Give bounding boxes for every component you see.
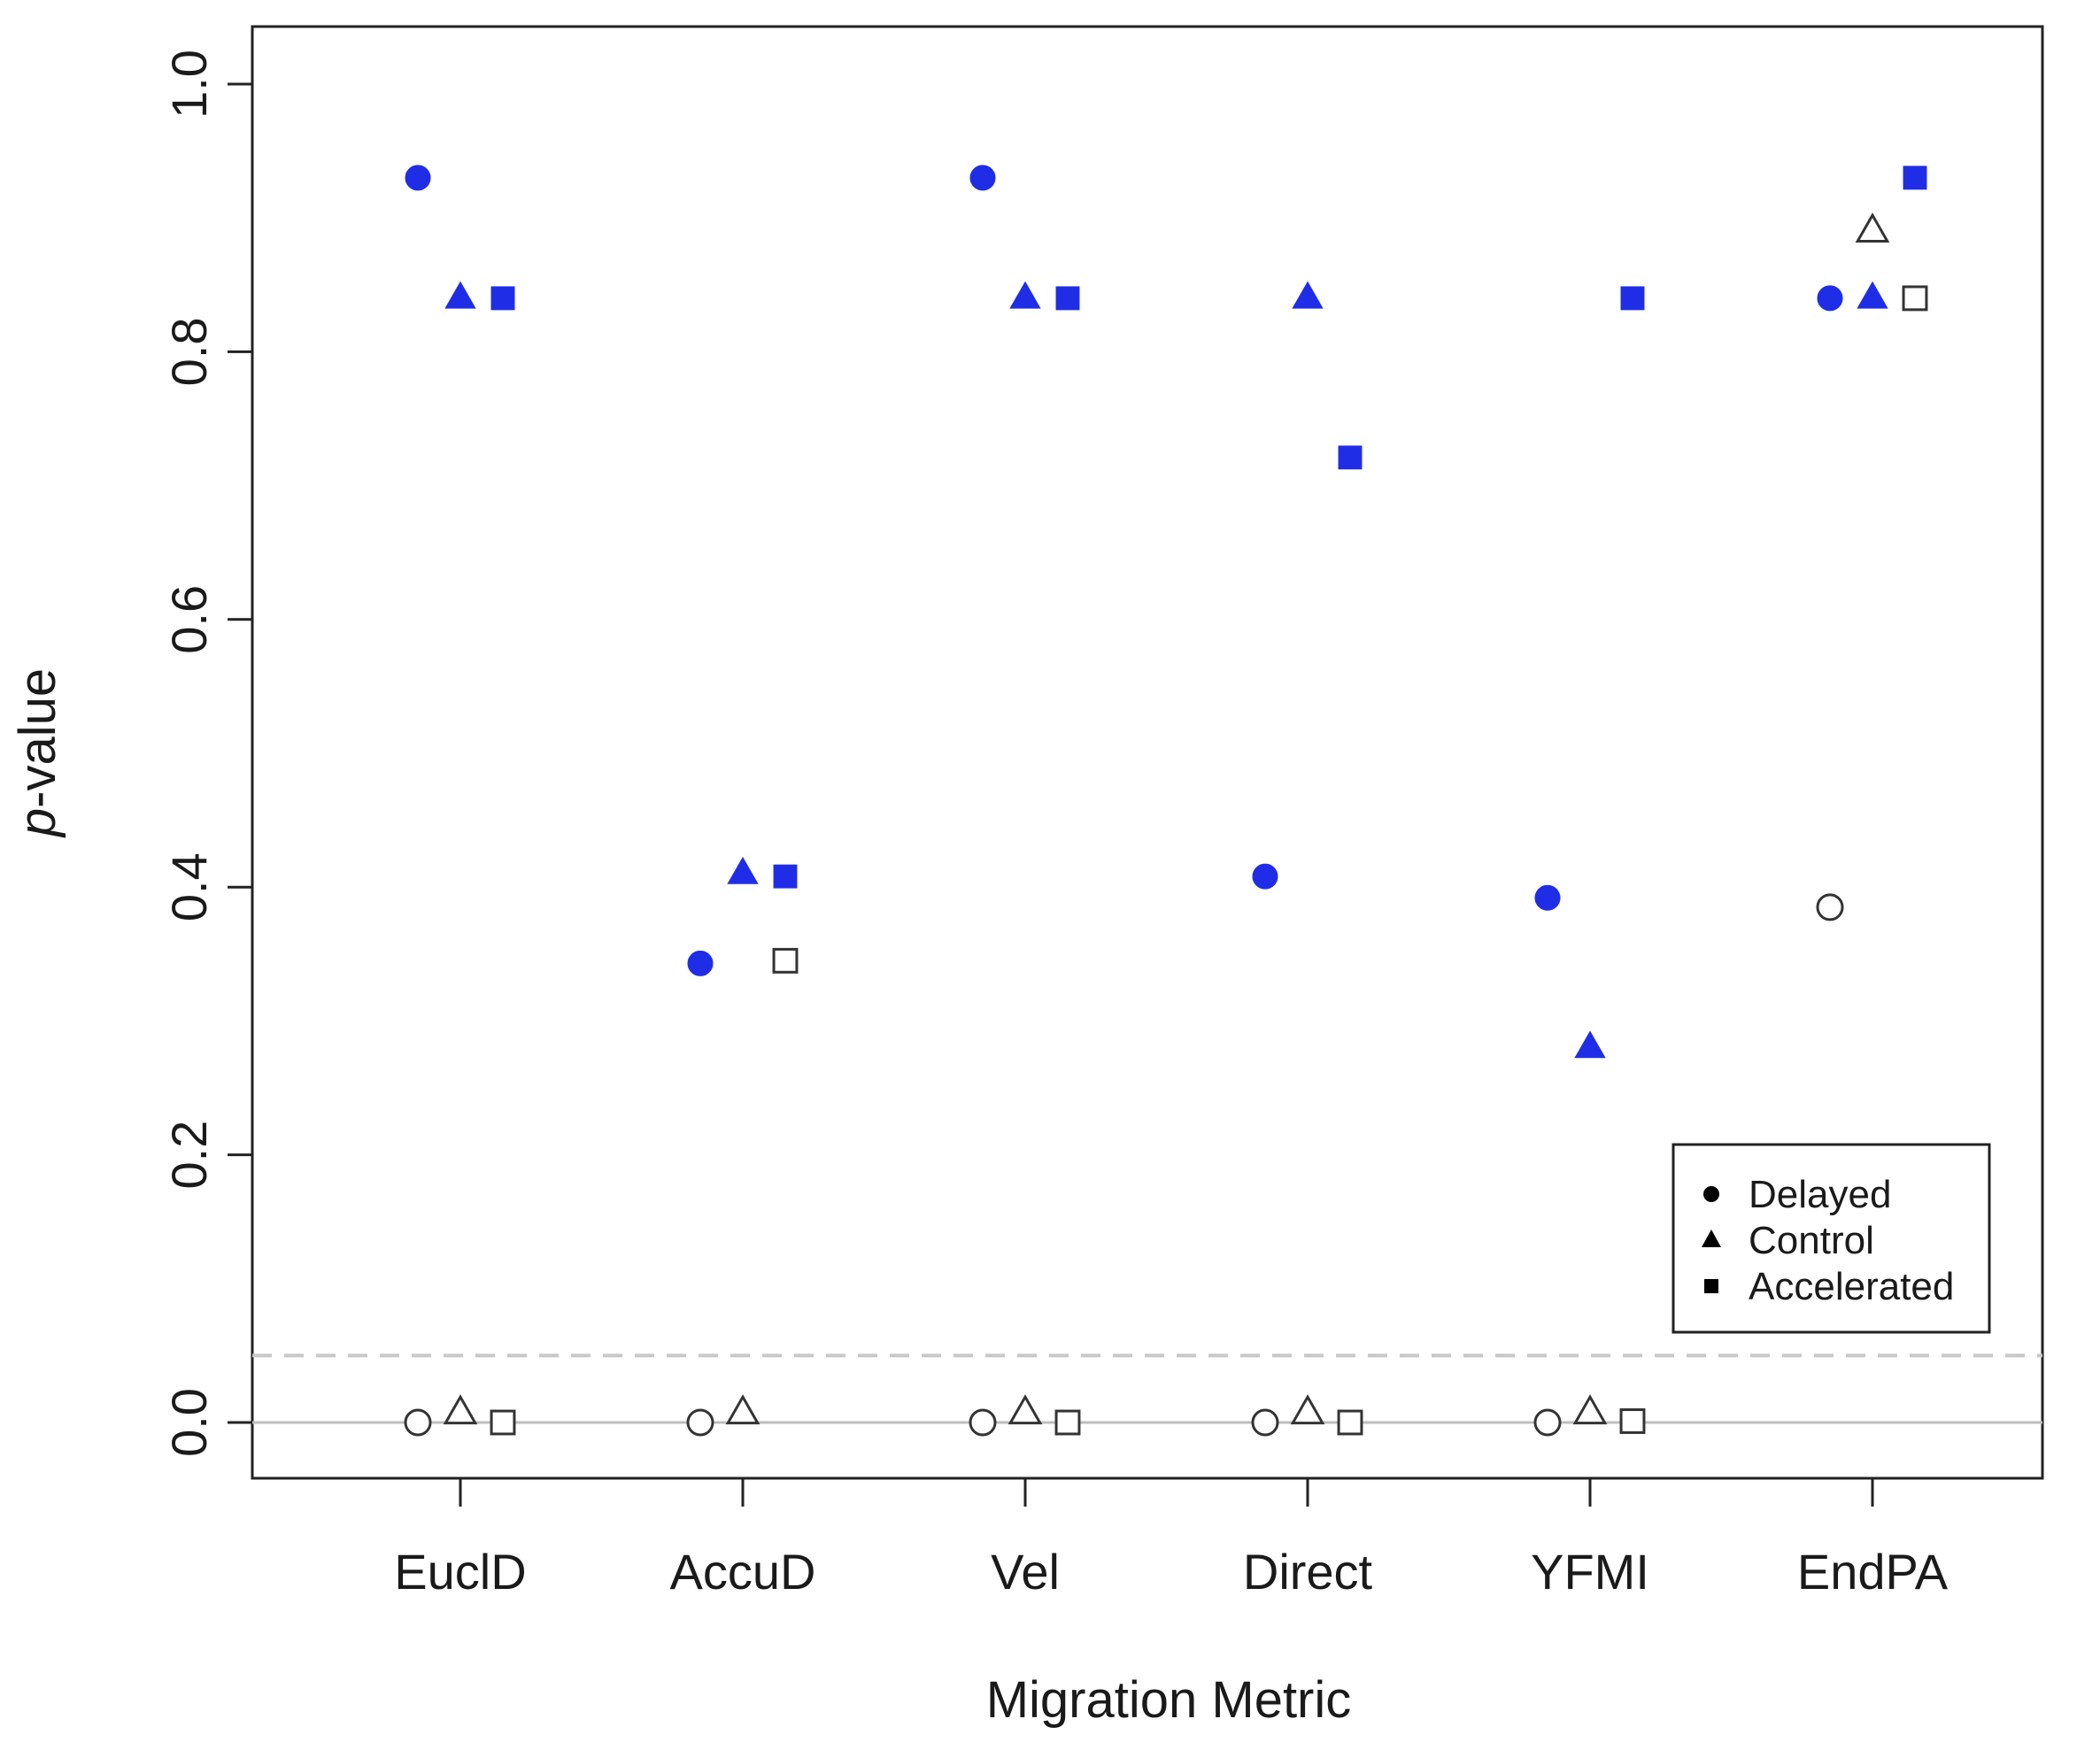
circle-point-open xyxy=(1816,893,1844,921)
square-point-filled xyxy=(773,864,798,889)
triangle-point-filled xyxy=(1292,281,1324,309)
triangle-point-filled xyxy=(1857,281,1888,309)
y-axis-title-rest: -value xyxy=(9,668,66,808)
square-point-filled xyxy=(1620,286,1645,311)
y-tick-label: 0.8 xyxy=(161,317,217,386)
x-tick-label: YFMI xyxy=(1531,1544,1649,1600)
plot-frame xyxy=(251,25,2044,1480)
x-axis-title: Migration Metric xyxy=(986,1671,1352,1729)
y-tick-label: 0.4 xyxy=(161,852,217,921)
square-point-filled xyxy=(1055,286,1080,311)
reference-lines xyxy=(252,1353,2042,1424)
triangle-point-filled xyxy=(444,281,476,309)
legend-triangle-icon xyxy=(1702,1230,1721,1247)
square-point-filled xyxy=(1903,166,1927,190)
legend-label: Control xyxy=(1749,1219,1874,1262)
y-tick-label: 0.6 xyxy=(161,585,217,654)
square-point-filled xyxy=(1338,445,1363,470)
y-tick-label: 1.0 xyxy=(161,50,217,119)
circle-point-filled xyxy=(405,165,431,191)
circle-point-open xyxy=(1533,1408,1562,1437)
legend-label: Accelerated xyxy=(1749,1265,1954,1308)
x-axis: EuclD AccuD Vel Direct YFMI EndPA xyxy=(394,1478,1949,1600)
circle-point-filled xyxy=(687,950,714,976)
y-tick-label: 0.2 xyxy=(161,1121,217,1190)
square-point-open xyxy=(1337,1409,1363,1436)
legend-square-icon xyxy=(1704,1279,1718,1293)
square-point-open xyxy=(1902,285,1928,312)
circle-point-open xyxy=(686,1408,714,1437)
data-points xyxy=(404,165,1928,1437)
square-point-open xyxy=(1054,1409,1081,1436)
triangle-point-open xyxy=(443,1394,478,1425)
triangle-point-filled xyxy=(727,856,759,884)
triangle-point-open xyxy=(1572,1394,1608,1425)
circle-point-filled xyxy=(1817,285,1843,312)
square-point-open xyxy=(1619,1408,1646,1434)
circle-point-filled xyxy=(1252,863,1278,890)
x-tick-label: EndPA xyxy=(1797,1544,1949,1600)
legend-label: Delayed xyxy=(1749,1173,1891,1216)
triangle-point-open xyxy=(1855,212,1890,243)
x-tick-label: AccuD xyxy=(670,1544,816,1600)
square-point-open xyxy=(490,1409,516,1436)
y-tick-label: 0.0 xyxy=(161,1388,217,1457)
triangle-point-filled xyxy=(1574,1030,1606,1059)
square-point-filled xyxy=(490,286,515,311)
circle-point-open xyxy=(969,1408,997,1437)
legend-box xyxy=(1672,1143,1991,1334)
triangle-point-open xyxy=(1008,1394,1043,1425)
triangle-point-open xyxy=(725,1394,760,1425)
circle-point-open xyxy=(1251,1408,1279,1437)
circle-point-filled xyxy=(969,165,996,191)
circle-point-filled xyxy=(1534,884,1561,911)
legend-circle-icon xyxy=(1703,1186,1719,1202)
x-tick-label: Direct xyxy=(1243,1544,1373,1600)
y-axis: 0.0 0.2 0.4 0.6 0.8 1.0 xyxy=(161,50,252,1457)
circle-point-open xyxy=(404,1408,432,1437)
triangle-point-filled xyxy=(1009,281,1041,309)
y-axis-title: p-value xyxy=(9,668,66,838)
x-tick-label: Vel xyxy=(991,1544,1060,1600)
square-point-open xyxy=(772,947,799,974)
y-axis-title-p: p xyxy=(9,808,66,838)
triangle-point-open xyxy=(1290,1394,1325,1425)
x-tick-label: EuclD xyxy=(394,1544,526,1600)
